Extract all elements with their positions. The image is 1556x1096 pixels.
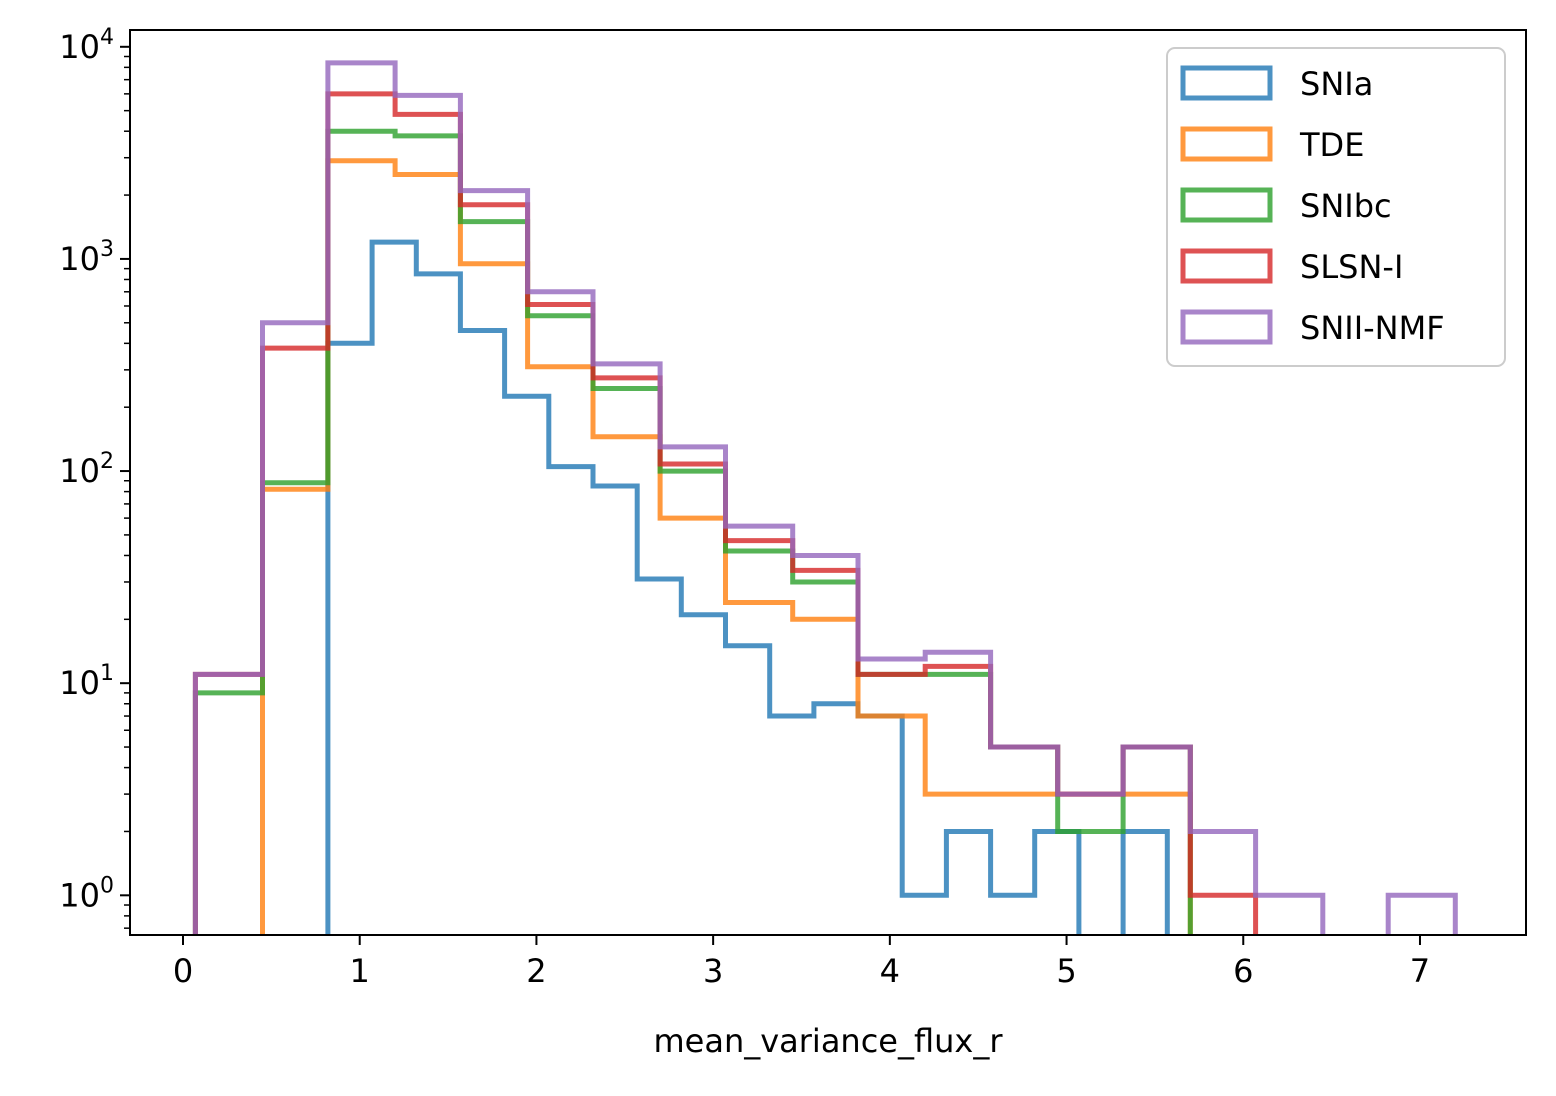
y-tick-label: 101: [59, 661, 114, 702]
legend-label: SNII-NMF: [1300, 309, 1445, 347]
legend-label: SNIa: [1300, 65, 1373, 103]
x-tick-label: 6: [1233, 952, 1253, 990]
y-tick-label: 102: [59, 449, 114, 490]
y-axis: 100 101 102 103 104: [59, 25, 130, 929]
x-tick-label: 3: [703, 952, 723, 990]
x-tick-label: 5: [1056, 952, 1076, 990]
legend-swatch: [1180, 309, 1273, 345]
legend-swatch: [1180, 187, 1273, 223]
x-tick-label: 0: [173, 952, 193, 990]
series-tde-histogram: [260, 158, 1193, 935]
x-tick-label: 2: [526, 952, 546, 990]
legend-label: TDE: [1299, 126, 1364, 164]
x-tick-label: 4: [880, 952, 900, 990]
x-tick-label: 1: [350, 952, 370, 990]
x-axis-label: mean_variance_flux_r: [653, 1022, 1003, 1060]
x-tick-label: 7: [1410, 952, 1430, 990]
legend-label: SLSN-I: [1300, 248, 1403, 286]
legend-label: SNIbc: [1300, 187, 1392, 225]
plot-frame: [129, 29, 1527, 936]
legend-swatch: [1180, 65, 1273, 101]
y-tick-label: 100: [59, 873, 114, 914]
x-axis: 0 1 2 3 4 5 6 7: [173, 935, 1430, 990]
y-tick-label: 104: [59, 25, 114, 66]
series-snii-nmf-histogram: [192, 60, 1458, 935]
series-snia-histogram: [325, 239, 1170, 935]
legend-swatch: [1180, 248, 1273, 284]
legend: SNIa TDE SNIbc SLSN-I SNII-NMF: [1166, 47, 1506, 367]
legend-swatch: [1180, 126, 1273, 162]
y-tick-label: 103: [59, 237, 114, 278]
series-layer: [192, 60, 1458, 935]
